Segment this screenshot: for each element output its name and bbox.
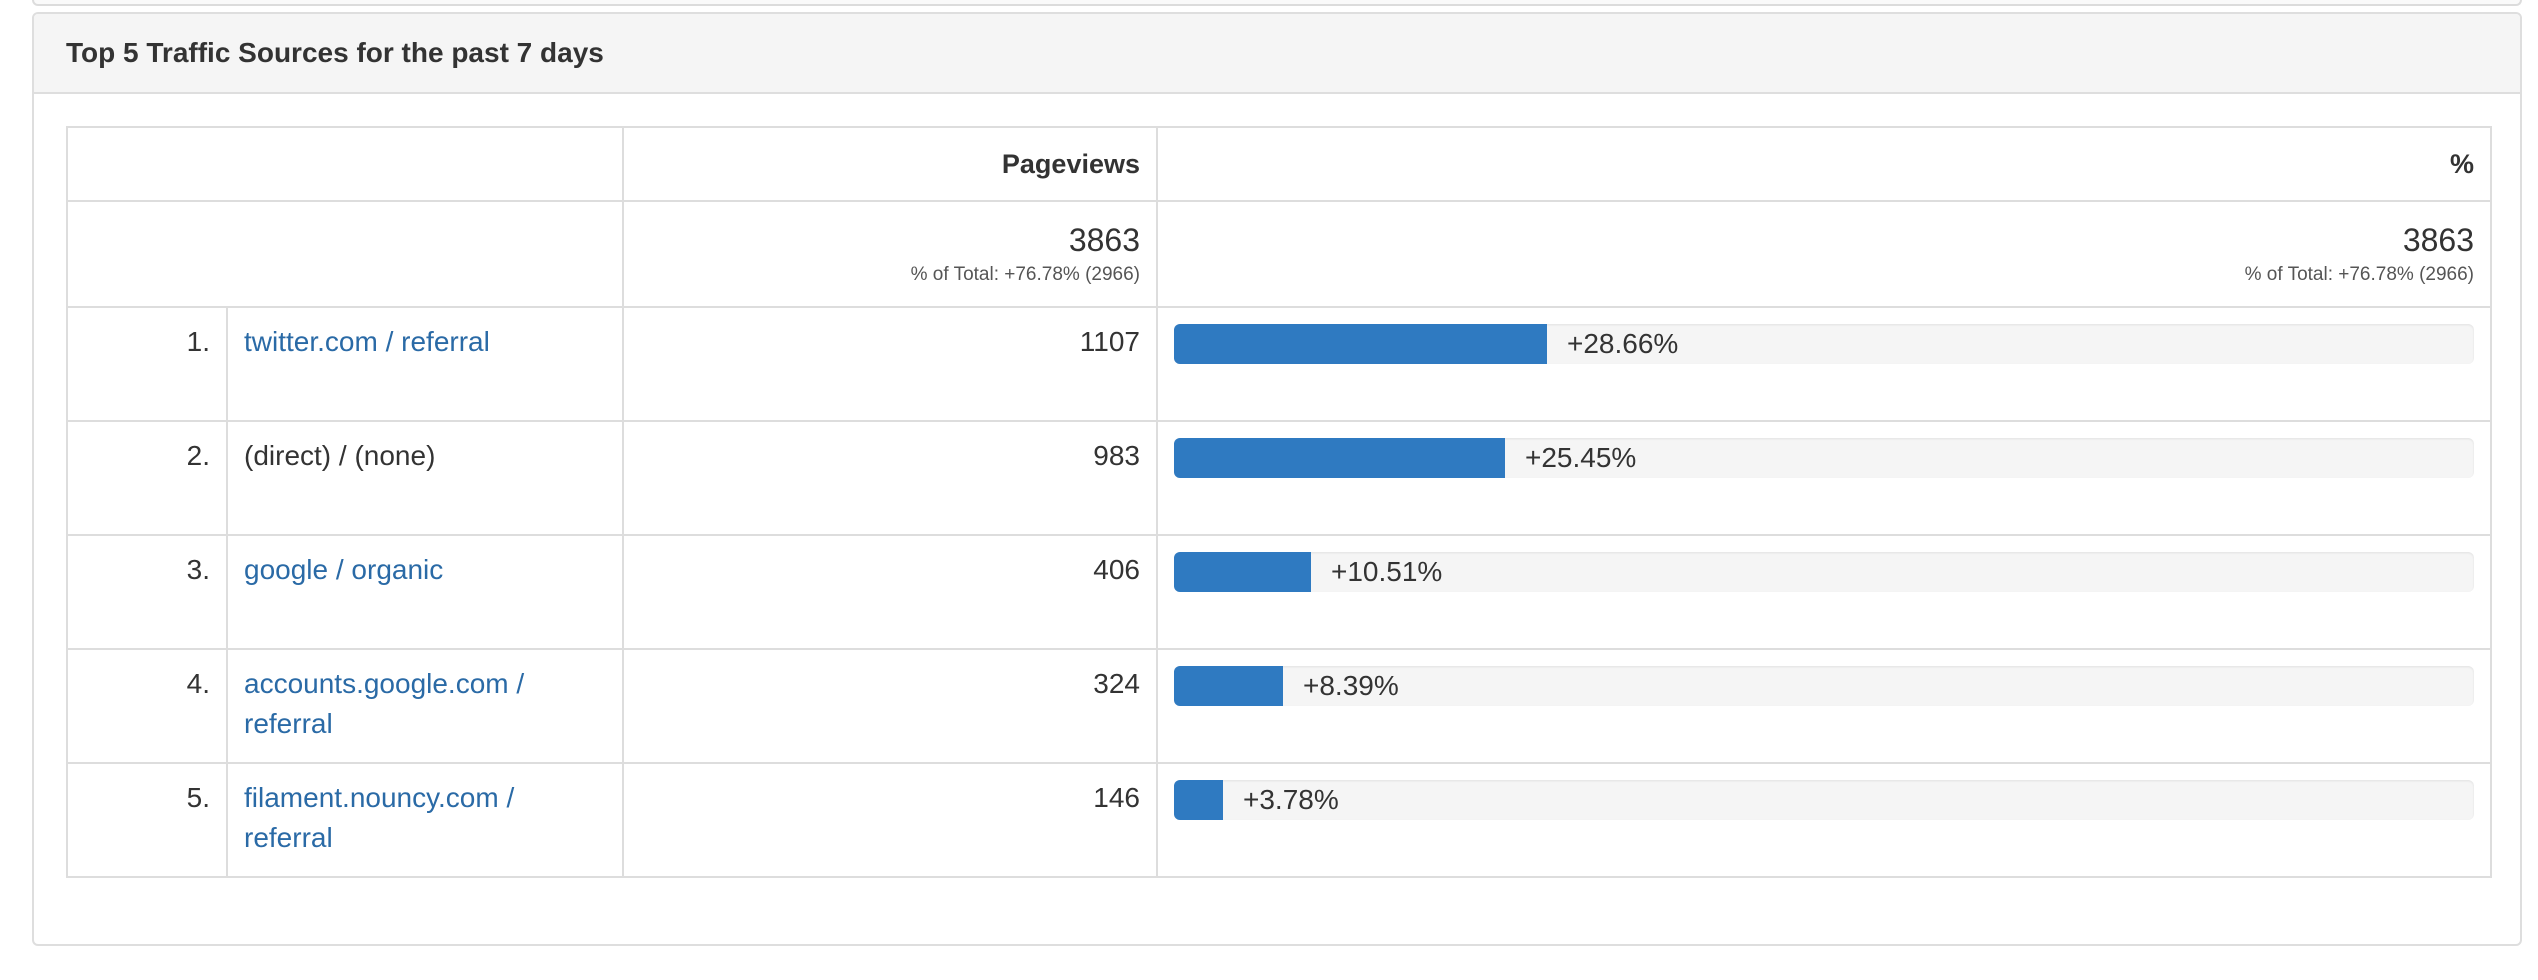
row-percent-cell: +3.78%	[1156, 762, 2492, 878]
source-label: (direct) / (none)	[244, 440, 436, 471]
traffic-sources-panel: Top 5 Traffic Sources for the past 7 day…	[32, 12, 2522, 946]
percent-bar-track: +8.39%	[1174, 666, 2474, 706]
percent-bar-track: +10.51%	[1174, 552, 2474, 592]
previous-panel-edge	[32, 0, 2522, 6]
table-row: 4. accounts.google.com / referral 324 +8.39…	[66, 648, 2492, 764]
total-pageviews-sub: % of Total: +76.78% (2966)	[910, 264, 1140, 285]
totals-empty-cell	[66, 200, 624, 308]
row-pageviews: 406	[622, 534, 1158, 650]
row-percent-cell: +10.51%	[1156, 534, 2492, 650]
row-rank: 5.	[66, 762, 228, 878]
percent-bar-label: +3.78%	[1243, 784, 1339, 815]
header-pageviews[interactable]: Pageviews	[622, 126, 1158, 202]
percent-bar-fill	[1174, 324, 1547, 364]
total-percent: 3863	[2402, 222, 2474, 258]
percent-bar-fill	[1174, 438, 1505, 478]
panel-title: Top 5 Traffic Sources for the past 7 day…	[66, 37, 604, 68]
table-row: 2. (direct) / (none) 983 +25.45%	[66, 420, 2492, 536]
row-rank: 1.	[66, 306, 228, 422]
row-pageviews: 146	[622, 762, 1158, 878]
percent-bar-track: +3.78%	[1174, 780, 2474, 820]
row-source-cell: (direct) / (none)	[226, 420, 624, 536]
row-pageviews: 324	[622, 648, 1158, 764]
row-percent-cell: +25.45%	[1156, 420, 2492, 536]
row-source-cell: filament.nouncy.com / referral	[226, 762, 624, 878]
percent-bar-fill	[1174, 780, 1223, 820]
percent-bar-label: +25.45%	[1525, 442, 1637, 473]
header-percent[interactable]: %	[1156, 126, 2492, 202]
traffic-table-wrap: Pageviews % 3863 % of Total: +76.78% (29…	[66, 126, 2492, 878]
table-row: 3. google / organic 406 +10.51%	[66, 534, 2492, 650]
table-row: 5. filament.nouncy.com / referral 146 +3.78…	[66, 762, 2492, 878]
source-link[interactable]: filament.nouncy.com / referral	[244, 782, 515, 853]
row-percent-cell: +28.66%	[1156, 306, 2492, 422]
traffic-sources-table: Pageviews % 3863 % of Total: +76.78% (29…	[66, 126, 2492, 878]
percent-bar-label: +10.51%	[1331, 556, 1443, 587]
total-percent-sub: % of Total: +76.78% (2966)	[2244, 264, 2474, 285]
row-rank: 4.	[66, 648, 228, 764]
row-pageviews: 983	[622, 420, 1158, 536]
totals-pageviews-cell: 3863 % of Total: +76.78% (2966)	[622, 200, 1158, 308]
row-source-cell: accounts.google.com / referral	[226, 648, 624, 764]
totals-percent-cell: 3863 % of Total: +76.78% (2966)	[1156, 200, 2492, 308]
table-row: 1. twitter.com / referral 1107 +28.66%	[66, 306, 2492, 422]
totals-row: 3863 % of Total: +76.78% (2966) 3863 % o…	[66, 200, 2492, 308]
row-source-cell: twitter.com / referral	[226, 306, 624, 422]
total-pageviews: 3863	[1068, 222, 1140, 258]
percent-bar-label: +28.66%	[1567, 328, 1679, 359]
percent-bar-track: +25.45%	[1174, 438, 2474, 478]
percent-bar-fill	[1174, 552, 1311, 592]
row-percent-cell: +8.39%	[1156, 648, 2492, 764]
table-header-row: Pageviews %	[66, 126, 2492, 202]
row-pageviews: 1107	[622, 306, 1158, 422]
row-rank: 3.	[66, 534, 228, 650]
row-rank: 2.	[66, 420, 228, 536]
percent-bar-track: +28.66%	[1174, 324, 2474, 364]
source-link[interactable]: google / organic	[244, 554, 444, 585]
percent-bar-fill	[1174, 666, 1283, 706]
panel-header: Top 5 Traffic Sources for the past 7 day…	[34, 14, 2520, 94]
header-empty-cell	[66, 126, 624, 202]
row-source-cell: google / organic	[226, 534, 624, 650]
source-link[interactable]: accounts.google.com / referral	[244, 668, 525, 739]
percent-bar-label: +8.39%	[1303, 670, 1399, 701]
source-link[interactable]: twitter.com / referral	[244, 326, 490, 357]
